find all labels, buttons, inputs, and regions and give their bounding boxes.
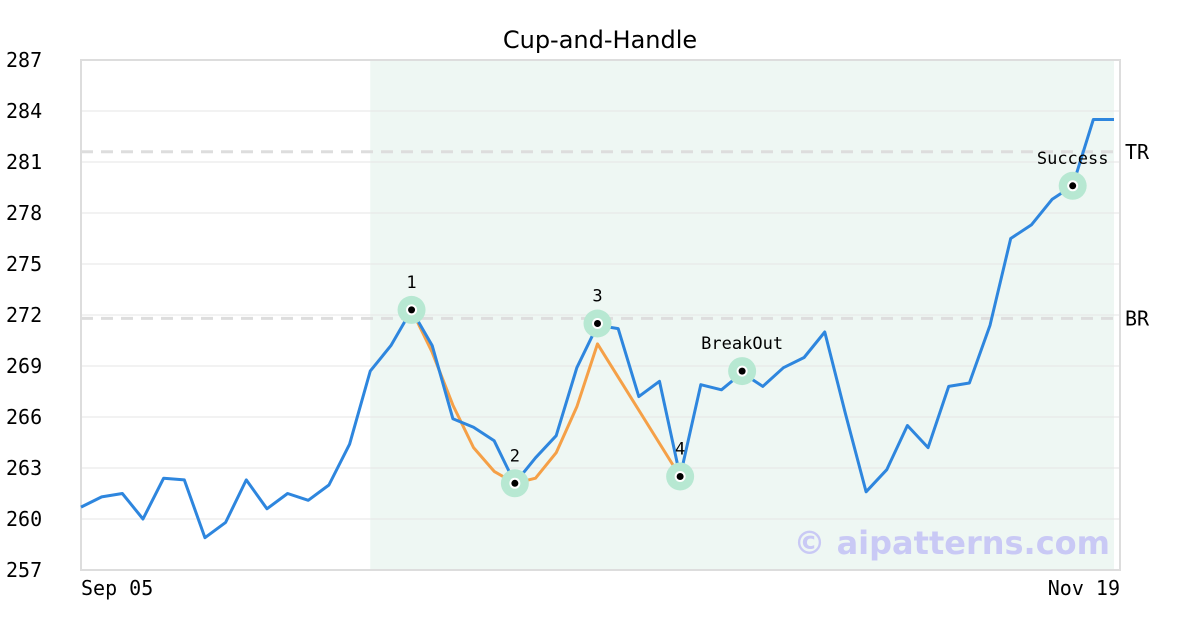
chart-title: Cup-and-Handle — [503, 26, 697, 54]
level-label-br: BR — [1125, 306, 1150, 330]
marker-dot-4 — [676, 473, 684, 480]
y-tick-label: 260 — [6, 507, 42, 531]
annotation-3: 3 — [592, 287, 602, 307]
plot-frame — [80, 59, 1121, 571]
annotation-1: 1 — [406, 273, 416, 293]
annotation-2: 2 — [510, 446, 520, 466]
y-tick-label: 275 — [6, 252, 42, 276]
y-tick-label: 257 — [6, 558, 42, 582]
y-tick-label: 287 — [6, 48, 42, 72]
annotation-4: 4 — [675, 440, 685, 460]
marker-dot-breakout — [738, 367, 746, 375]
annotation-success: Success — [1037, 149, 1109, 169]
marker-dot-1 — [408, 306, 416, 314]
pattern-markers: 1 2 3 4 BreakOut Success — [397, 149, 1109, 498]
level-label-tr: TR — [1125, 140, 1150, 164]
x-axis: Sep 05 Nov 19 — [81, 576, 1120, 600]
y-tick-label: 269 — [6, 354, 42, 378]
x-tick-label-start: Sep 05 — [81, 576, 153, 600]
marker-dot-2 — [511, 479, 519, 487]
y-tick-label: 281 — [6, 150, 42, 174]
marker-dot-3 — [594, 320, 601, 327]
y-tick-label: 263 — [6, 456, 42, 480]
x-tick-label-end: Nov 19 — [1048, 576, 1120, 600]
y-tick-label: 266 — [6, 405, 42, 429]
y-tick-label: 284 — [6, 99, 42, 123]
watermark: © aipatterns.com — [793, 524, 1110, 562]
y-axis: 257 260 263 266 269 272 275 278 281 284 287 — [6, 48, 42, 582]
marker-dot-success — [1069, 182, 1077, 190]
annotation-breakout: BreakOut — [701, 334, 783, 354]
y-tick-label: 272 — [6, 303, 42, 327]
level-lines: TR BR — [81, 140, 1150, 330]
y-tick-label: 278 — [6, 201, 42, 225]
